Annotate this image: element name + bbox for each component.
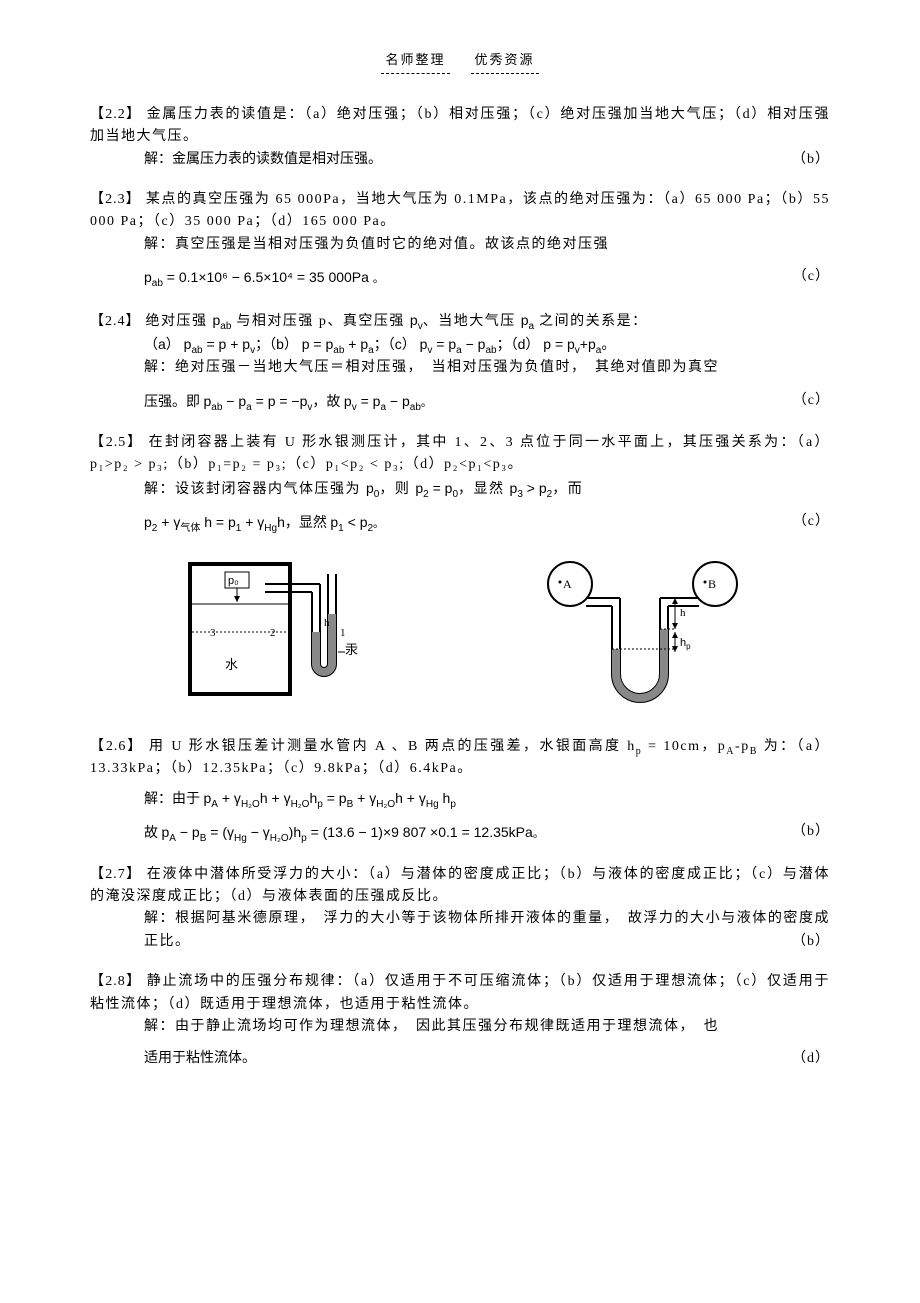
problem-2-3-question: 【2.3】 某点的真空压强为 65 000Pa，当地大气压为 0.1MPa，该点… bbox=[90, 189, 830, 234]
fig25-pt1: 1 bbox=[340, 627, 346, 639]
fig25-mercury: 汞 bbox=[345, 642, 358, 657]
problem-2-5-question: 【2.5】 在封闭容器上装有 U 形水银测压计，其中 1、2、3 点位于同一水平… bbox=[90, 432, 830, 477]
problem-2-8-qtext: 静止流场中的压强分布规律：（a）仅适用于不可压缩流体；（b）仅适用于理想流体；（… bbox=[90, 974, 830, 1011]
problem-2-6: 【2.6】 用 U 形水银压差计测量水管内 A 、B 两点的压强差，水银面高度 … bbox=[90, 736, 830, 846]
q1: 用 U 形水银压差计测量水管内 A 、B 两点的压强差，水银面高度 h bbox=[149, 739, 636, 754]
header-right: 优秀资源 bbox=[471, 50, 539, 74]
problem-2-4-question: 【2.4】 绝对压强 pab 与相对压强 p、真空压强 pv、当地大气压 pa … bbox=[90, 309, 830, 333]
problem-2-3-solution: 解：真空压强是当相对压强为负值时它的绝对值。故该点的绝对压强 bbox=[90, 234, 830, 256]
problem-2-7-label: 【2.7】 bbox=[90, 867, 141, 882]
problem-2-4-formula: pab − pa = p = −pv bbox=[204, 393, 313, 409]
fig26-hp: hp bbox=[680, 637, 691, 651]
problem-2-6-question: 【2.6】 用 U 形水银压差计测量水管内 A 、B 两点的压强差，水银面高度 … bbox=[90, 736, 830, 781]
problem-2-4: 【2.4】 绝对压强 pab 与相对压强 p、真空压强 pv、当地大气压 pa … bbox=[90, 309, 830, 415]
problem-2-7-qtext: 在液体中潜体所受浮力的大小：（a）与潜体的密度成正比；（b）与液体的密度成正比；… bbox=[90, 867, 830, 904]
problem-2-5-formula-row: p2 + γ气体 h = p1 + γHgh，显然 p1 < p2。 （c） bbox=[90, 511, 830, 535]
problem-2-8-question: 【2.8】 静止流场中的压强分布规律：（a）仅适用于不可压缩流体；（b）仅适用于… bbox=[90, 971, 830, 1016]
problem-2-5-formula: p2 + γ气体 h = p1 + γHgh bbox=[144, 514, 285, 530]
figure-2-5: p₀ 3 2 1 h 水 汞 bbox=[170, 554, 370, 728]
problem-2-2-solution: 解：金属压力表的读数值是相对压强。 bbox=[144, 152, 382, 167]
f-sub: ab bbox=[152, 278, 163, 289]
problem-2-8: 【2.8】 静止流场中的压强分布规律：（a）仅适用于不可压缩流体；（b）仅适用于… bbox=[90, 971, 830, 1071]
s1: 解：设该封闭容器内气体压强为 bbox=[144, 482, 366, 497]
problem-2-3-formula: pab = 0.1×10⁶ − 6.5×10⁴ = 35 000Pa bbox=[144, 269, 373, 285]
solpre: 解：由于 bbox=[144, 792, 204, 807]
q3: -p bbox=[735, 739, 750, 754]
problem-2-5-qtext: 在封闭容器上装有 U 形水银测压计，其中 1、2、3 点位于同一水平面上，其压强… bbox=[90, 435, 830, 472]
problem-2-4-label: 【2.4】 bbox=[90, 314, 141, 329]
problem-2-6-formula2: pA − pB = (γHg − γH₂O)hp = (13.6 − 1)×9 … bbox=[162, 824, 533, 840]
s4: ，而 bbox=[552, 482, 583, 497]
problem-2-7-answer: （b） bbox=[792, 931, 830, 953]
solpre2: 故 bbox=[144, 826, 162, 841]
problem-2-2-solution-row: 解：金属压力表的读数值是相对压强。 （b） bbox=[90, 149, 830, 171]
problem-2-8-sol1: 解：由于静止流场均可作为理想流体， 因此其压强分布规律既适用于理想流体， 也 bbox=[90, 1016, 830, 1038]
problem-2-8-label: 【2.8】 bbox=[90, 974, 141, 989]
figure-2-6: A B h bbox=[530, 554, 750, 728]
page: 名师整理 优秀资源 【2.2】 金属压力表的读值是：（a）绝对压强；（b）相对压… bbox=[0, 0, 920, 1149]
q2: 与相对压强 p、真空压强 bbox=[231, 314, 410, 329]
problem-2-6-label: 【2.6】 bbox=[90, 739, 143, 754]
opts: （a） pab = p + pv；（b） p = pab + pa；（c） pv… bbox=[144, 336, 615, 352]
fig25-pt3: 3 bbox=[210, 627, 216, 639]
problem-2-6-answer: （b） bbox=[792, 821, 830, 843]
page-header: 名师整理 优秀资源 bbox=[90, 50, 830, 74]
f-lhs: p bbox=[144, 269, 152, 285]
problem-2-7-solution: 解：根据阿基米德原理， 浮力的大小等于该物体所排开液体的重量， 故浮力的大小与液… bbox=[144, 911, 830, 948]
fig25-p0: p₀ bbox=[228, 575, 239, 587]
q3: 、当地大气压 bbox=[423, 314, 521, 329]
problem-2-7: 【2.7】 在液体中潜体所受浮力的大小：（a）与潜体的密度成正比；（b）与液体的… bbox=[90, 864, 830, 954]
problem-2-7-question: 【2.7】 在液体中潜体所受浮力的大小：（a）与潜体的密度成正比；（b）与液体的… bbox=[90, 864, 830, 909]
f-rhs: = 0.1×10⁶ − 6.5×10⁴ = 35 000Pa bbox=[163, 269, 369, 285]
problem-2-3-qtext: 某点的真空压强为 65 000Pa，当地大气压为 0.1MPa，该点的绝对压强为… bbox=[90, 192, 830, 229]
problem-2-5-label: 【2.5】 bbox=[90, 435, 143, 450]
problem-2-4-sol1: 解：绝对压强－当地大气压＝相对压强， 当相对压强为负值时， 其绝对值即为真空 bbox=[90, 357, 830, 379]
figures-row: p₀ 3 2 1 h 水 汞 bbox=[90, 554, 830, 728]
fig25-water: 水 bbox=[225, 657, 238, 672]
s2: ，则 bbox=[379, 482, 415, 497]
figure-2-6-svg: A B h bbox=[530, 554, 750, 714]
problem-2-3-label: 【2.3】 bbox=[90, 192, 141, 207]
problem-2-2-qtext: 金属压力表的读值是：（a）绝对压强；（b）相对压强；（c）绝对压强加当地大气压；… bbox=[90, 107, 830, 144]
problem-2-5-sol1: 解：设该封闭容器内气体压强为 p0，则 p2 = p0，显然 p3 > p2，而 bbox=[90, 477, 830, 501]
fig26-A: A bbox=[563, 577, 572, 591]
problem-2-8-answer: （d） bbox=[792, 1048, 830, 1070]
problem-2-4-formula-row: 压强。即 pab − pa = p = −pv，故 pv = pa − pab。… bbox=[90, 390, 830, 414]
problem-2-6-sol2: 故 pA − pB = (γHg − γH₂O)hp = (13.6 − 1)×… bbox=[90, 821, 830, 845]
sol2: 压强。即 bbox=[144, 395, 204, 410]
problem-2-3: 【2.3】 某点的真空压强为 65 000Pa，当地大气压为 0.1MPa，该点… bbox=[90, 189, 830, 291]
fig26-h: h bbox=[680, 607, 686, 619]
problem-2-4-options: （a） pab = p + pv；（b） p = pab + pa；（c） pv… bbox=[90, 333, 830, 357]
figure-2-5-svg: p₀ 3 2 1 h 水 汞 bbox=[170, 554, 370, 714]
s3: ，显然 bbox=[458, 482, 510, 497]
problem-2-8-sol2-row: 适用于粘性流体。 （d） bbox=[90, 1048, 830, 1070]
fig25-pt2: 2 bbox=[270, 627, 276, 639]
problem-2-8-sol2: 适用于粘性流体。 bbox=[144, 1051, 256, 1066]
q2: = 10cm，p bbox=[642, 739, 726, 754]
q1: 绝对压强 bbox=[146, 314, 213, 329]
problem-2-3-formula-row: pab = 0.1×10⁶ − 6.5×10⁴ = 35 000Pa 。 （c） bbox=[90, 266, 830, 290]
problem-2-5: 【2.5】 在封闭容器上装有 U 形水银测压计，其中 1、2、3 点位于同一水平… bbox=[90, 432, 830, 536]
problem-2-6-sol1: 解：由于 pA + γH₂Oh + γH₂Ohp = pB + γH₂Oh + … bbox=[90, 787, 830, 811]
fig26-B: B bbox=[708, 577, 716, 591]
problem-2-3-answer: （c） bbox=[793, 266, 830, 288]
problem-2-5-answer: （c） bbox=[793, 511, 830, 533]
problem-2-2: 【2.2】 金属压力表的读值是：（a）绝对压强；（b）相对压强；（c）绝对压强加… bbox=[90, 104, 830, 171]
fig25-h: h bbox=[324, 617, 330, 629]
problem-2-7-solution-row: 解：根据阿基米德原理， 浮力的大小等于该物体所排开液体的重量， 故浮力的大小与液… bbox=[90, 908, 830, 953]
header-left: 名师整理 bbox=[381, 50, 449, 74]
problem-2-6-formula1: pA + γH₂Oh + γH₂Ohp = pB + γH₂Oh + γHg h… bbox=[204, 790, 456, 806]
problem-2-2-answer: （b） bbox=[792, 149, 830, 171]
q4: 之间的关系是： bbox=[534, 314, 648, 329]
problem-2-2-question: 【2.2】 金属压力表的读值是：（a）绝对压强；（b）相对压强；（c）绝对压强加… bbox=[90, 104, 830, 149]
problem-2-2-label: 【2.2】 bbox=[90, 107, 141, 122]
problem-2-4-answer: （c） bbox=[793, 390, 830, 412]
